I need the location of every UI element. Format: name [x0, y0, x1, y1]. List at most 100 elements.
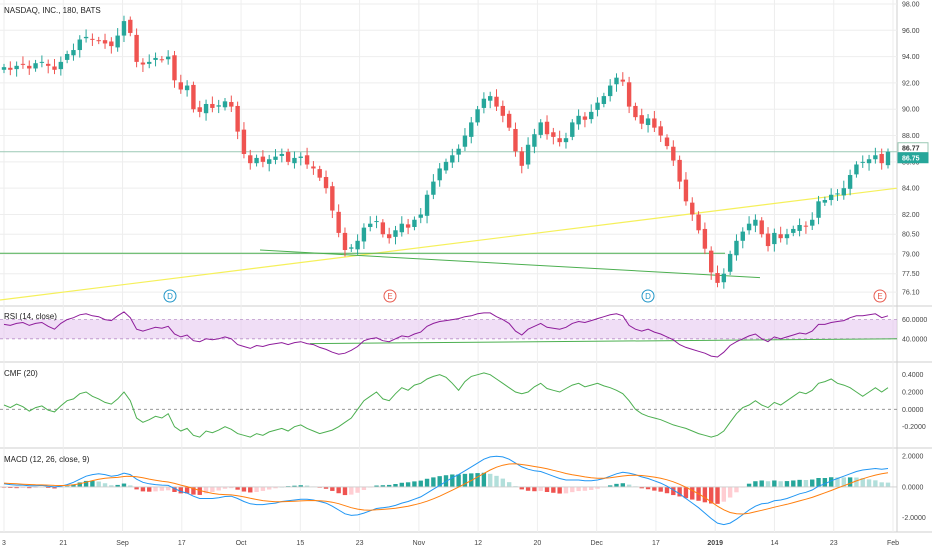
candle-body	[8, 67, 13, 70]
candle-body	[607, 85, 613, 97]
candle-body	[816, 201, 821, 218]
candle-body	[109, 41, 114, 47]
candle-layer	[1, 15, 891, 289]
candle-body	[134, 34, 139, 62]
candle-body	[342, 232, 348, 251]
candle-body	[639, 115, 644, 124]
candle-body	[791, 228, 796, 233]
macd-histogram-bar	[576, 486, 581, 492]
macd-histogram-bar	[810, 479, 815, 487]
rsi-band	[0, 319, 897, 339]
date-tick-label: 12	[474, 540, 482, 547]
axis-layer: 98.0096.0094.0092.0090.0088.0086.0084.00…	[2, 2, 929, 547]
current-price-value: 86.77	[902, 146, 920, 153]
candle-body	[866, 159, 872, 164]
candle-body	[412, 219, 417, 227]
candle-body	[222, 101, 228, 108]
candle-body	[677, 159, 682, 182]
candle-body	[115, 35, 120, 48]
candle-body	[90, 38, 95, 40]
candle-body	[46, 63, 51, 66]
macd-histogram-bar	[153, 486, 158, 492]
candle-body	[323, 176, 329, 189]
candle-body	[191, 84, 196, 110]
candle-body	[14, 65, 19, 70]
candle-body	[652, 118, 657, 128]
macd-histogram-bar	[386, 484, 392, 487]
candle-body	[822, 200, 828, 203]
macd-histogram-bar	[772, 480, 777, 487]
macd-histogram-bar	[336, 486, 341, 494]
candle-body	[292, 157, 297, 164]
macd-histogram-bar	[784, 481, 790, 487]
candle-body	[475, 109, 480, 123]
indicator-layer	[0, 311, 898, 526]
macd-histogram-bar	[248, 486, 253, 493]
macd-histogram-bar	[494, 475, 499, 487]
trend-line-down	[259, 249, 761, 279]
candle-body	[570, 122, 575, 137]
candle-body	[64, 53, 70, 60]
macd-histogram-bar	[102, 483, 108, 487]
macd-histogram-bar	[267, 486, 272, 490]
rsi-trend-line	[309, 338, 898, 345]
macd-histogram-bar	[778, 481, 783, 487]
candle-body	[633, 105, 638, 118]
candle-body	[386, 234, 392, 239]
candle-body	[260, 156, 266, 162]
macd-histogram-bar	[83, 480, 89, 487]
macd-histogram-bar	[147, 486, 152, 492]
date-tick-label: 20	[534, 540, 542, 547]
macd-tick-label: 0.0000	[902, 484, 924, 491]
candle-body	[879, 153, 884, 164]
candle-body	[184, 85, 190, 91]
candle-body	[317, 169, 322, 178]
macd-histogram-bar	[500, 478, 506, 487]
price-tick-label: 80.50	[902, 232, 920, 239]
candle-body	[721, 273, 727, 283]
macd-histogram-bar	[71, 484, 76, 487]
candle-body	[513, 128, 518, 152]
candle-body	[128, 19, 133, 33]
date-tick-label: Nov	[413, 540, 426, 547]
event-badge-label: D	[167, 292, 173, 301]
macd-histogram-bar	[128, 485, 133, 487]
macd-histogram-bar	[835, 477, 840, 487]
candle-body	[273, 156, 278, 160]
candle-body	[229, 102, 234, 107]
candle-body	[456, 148, 461, 155]
macd-histogram-bar	[260, 486, 266, 491]
candle-body	[159, 59, 165, 61]
macd-signal-line	[3, 463, 889, 515]
macd-histogram-bar	[399, 482, 404, 487]
candle-body	[33, 63, 38, 69]
candle-body	[431, 181, 436, 195]
macd-histogram-bar	[759, 480, 764, 487]
macd-histogram-bar	[90, 480, 95, 487]
macd-histogram-bar	[393, 484, 398, 487]
date-tick-label: Oct	[236, 540, 247, 547]
macd-histogram-bar	[879, 482, 884, 487]
macd-histogram-bar	[690, 486, 695, 500]
macd-histogram-bar	[715, 486, 720, 504]
price-tick-label: 88.00	[902, 133, 920, 140]
macd-histogram-bar	[475, 473, 480, 487]
macd-histogram-bar	[361, 486, 367, 490]
candle-body	[153, 57, 158, 60]
macd-histogram-bar	[873, 480, 878, 487]
macd-histogram-bar	[8, 486, 13, 488]
candle-body	[551, 132, 556, 137]
macd-histogram-bar	[210, 486, 215, 492]
trend-line-support	[0, 187, 898, 301]
price-tick-label: 77.50	[902, 271, 920, 278]
cmf-tick-label: 0.4000	[902, 372, 924, 379]
price-tick-label: 98.00	[902, 2, 920, 9]
date-tick-label: 17	[652, 540, 660, 547]
candle-body	[620, 79, 625, 82]
candle-body	[279, 153, 285, 156]
macd-histogram-bar	[273, 486, 278, 489]
macd-histogram-bar	[683, 486, 689, 499]
candle-body	[77, 39, 82, 51]
candle-body	[311, 166, 316, 169]
